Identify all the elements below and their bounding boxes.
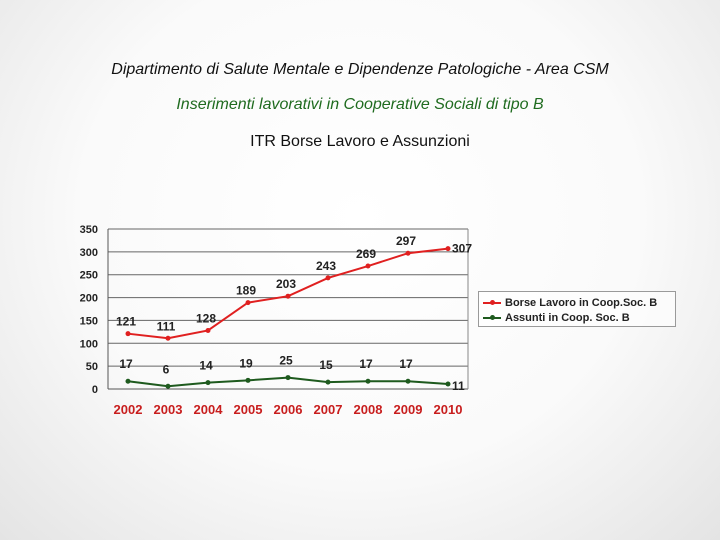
data-point <box>445 246 451 252</box>
data-label: 14 <box>199 359 213 373</box>
x-tick-label: 2008 <box>354 402 383 417</box>
section-title: ITR Borse Lavoro e Assunzioni <box>250 133 470 150</box>
data-label: 111 <box>157 319 176 333</box>
y-tick-label: 100 <box>80 338 98 350</box>
chart-data-labels: 121 111 128 189 203 243 269 297 307 17 6 14 19 25 15 17… <box>116 234 472 393</box>
data-point <box>165 383 171 389</box>
page-title: Dipartimento di Salute Mentale e Dipende… <box>111 61 609 78</box>
legend-item-assunti: Assunti in Coop. Soc. B <box>483 310 675 325</box>
x-tick-label: 2005 <box>234 402 263 417</box>
y-tick-label: 150 <box>80 315 98 327</box>
y-tick-label: 250 <box>80 270 98 282</box>
data-label: 189 <box>236 284 256 298</box>
x-tick-label: 2009 <box>394 402 423 417</box>
legend-swatch-borse <box>483 299 501 307</box>
data-label: 17 <box>359 357 373 371</box>
data-label: 19 <box>239 356 253 370</box>
x-tick-label: 2010 <box>434 402 463 417</box>
y-tick-label: 300 <box>80 247 98 259</box>
y-tick-label: 0 <box>92 384 98 396</box>
data-point <box>165 335 171 341</box>
data-label: 269 <box>356 247 376 261</box>
legend-label-borse: Borse Lavoro in Coop.Soc. B <box>505 296 658 309</box>
data-point <box>125 378 131 384</box>
data-point <box>365 263 371 269</box>
x-tick-label: 2002 <box>114 402 143 417</box>
legend-label-assunti: Assunti in Coop. Soc. B <box>505 311 630 324</box>
y-tick-label: 50 <box>86 361 98 373</box>
data-label: 203 <box>276 277 296 291</box>
data-point <box>245 300 251 306</box>
y-tick-label: 200 <box>80 293 98 305</box>
data-point <box>285 293 291 299</box>
y-tick-label: 350 <box>80 224 98 236</box>
chart-legend: Borse Lavoro in Coop.Soc. B Assunti in C… <box>478 291 676 327</box>
series-line-0 <box>127 247 449 340</box>
data-point <box>125 331 131 337</box>
data-point <box>205 327 211 333</box>
data-label: 25 <box>279 354 293 368</box>
data-label: 15 <box>319 358 333 372</box>
x-tick-label: 2006 <box>274 402 303 417</box>
legend-swatch-assunti <box>483 314 501 322</box>
data-label: 17 <box>119 357 133 371</box>
x-tick-label: 2004 <box>194 402 224 417</box>
x-tick-label: 2007 <box>314 402 343 417</box>
chart-series <box>125 246 451 389</box>
data-point <box>405 378 411 384</box>
legend-item-borse: Borse Lavoro in Coop.Soc. B <box>483 295 675 310</box>
data-label: 121 <box>116 315 136 329</box>
page-subtitle: Inserimenti lavorativi in Cooperative So… <box>176 96 544 113</box>
data-label: 297 <box>396 234 416 248</box>
data-point <box>325 379 331 385</box>
data-point <box>285 375 291 381</box>
data-point <box>325 275 331 281</box>
data-point <box>365 378 371 384</box>
data-point <box>245 377 251 383</box>
data-label: 11 <box>452 379 465 393</box>
data-point <box>205 380 211 386</box>
data-label: 307 <box>452 242 472 256</box>
data-label: 6 <box>163 362 170 376</box>
data-point <box>405 250 411 256</box>
data-point <box>445 381 451 387</box>
y-axis-ticks: 0 50 100 150 200 250 300 350 <box>80 224 98 396</box>
x-axis-ticks: 2002 2003 2004 2005 2006 2007 2008 2009 2010 <box>114 402 463 417</box>
data-label: 17 <box>399 357 413 371</box>
chart-axes <box>107 229 469 390</box>
data-label: 243 <box>316 259 336 273</box>
x-tick-label: 2003 <box>154 402 183 417</box>
data-label: 128 <box>196 311 216 325</box>
